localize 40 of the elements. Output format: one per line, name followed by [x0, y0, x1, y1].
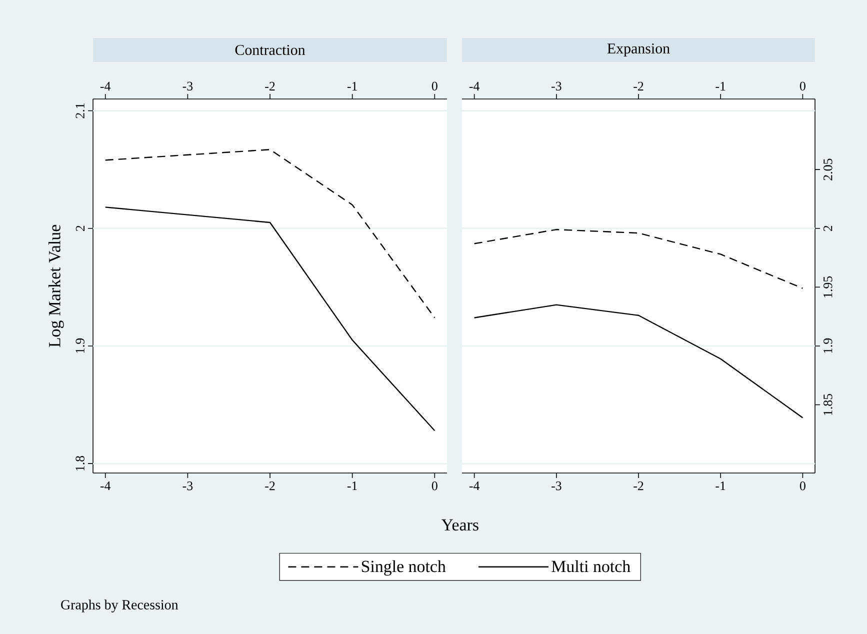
x2-tick-label: -4 — [469, 82, 480, 90]
x-tick-label: 0 — [800, 482, 806, 490]
y-tick-label: 2.05 — [824, 158, 832, 180]
x-tick-label: -3 — [552, 482, 562, 490]
x2-tick-label: -4 — [100, 82, 111, 90]
y-tick-label: 1.85 — [824, 394, 832, 415]
chart-title: Expansion — [607, 43, 670, 57]
line-series — [474, 304, 804, 418]
x-tick-label: -4 — [100, 482, 111, 490]
x2-tick-label: -1 — [716, 82, 726, 90]
x2-tick-label: 0 — [432, 82, 438, 90]
y-tick-label: 1.9 — [824, 338, 832, 353]
x2-tick-label: -3 — [552, 82, 562, 90]
y-tick-label: 1.8 — [76, 456, 84, 471]
text: Graphs by Recession — [61, 600, 178, 612]
y-tick-label: 2 — [76, 226, 84, 232]
x2-tick-label: -3 — [182, 82, 193, 90]
y-tick-label: 1.95 — [824, 276, 832, 298]
legend-label: Single notch — [362, 560, 446, 576]
x-tick-label: -3 — [182, 482, 193, 490]
line-series — [474, 228, 804, 289]
line-series — [104, 148, 436, 318]
y-tick-label: 1.9 — [76, 338, 84, 353]
x-axis-title: Years — [441, 519, 478, 531]
x-tick-label: -1 — [716, 482, 726, 490]
y-axis-title: Log Market Value — [48, 224, 64, 348]
x2-tick-label: -1 — [347, 82, 357, 90]
x-tick-label: -2 — [634, 482, 644, 490]
y-tick-label: 2.1 — [76, 103, 84, 118]
x2-tick-label: -2 — [634, 82, 644, 90]
legend-label: Multi notch — [552, 560, 630, 572]
chart-title: Contraction — [235, 44, 306, 56]
y-tick-label: 2 — [824, 226, 832, 232]
x-tick-label: 0 — [432, 482, 438, 490]
x2-tick-label: 0 — [800, 82, 806, 90]
x-tick-label: -2 — [265, 482, 275, 490]
x-tick-label: -4 — [469, 481, 480, 490]
line-series — [104, 206, 436, 432]
x-tick-label: -1 — [347, 482, 357, 490]
x2-tick-label: -2 — [265, 82, 275, 90]
